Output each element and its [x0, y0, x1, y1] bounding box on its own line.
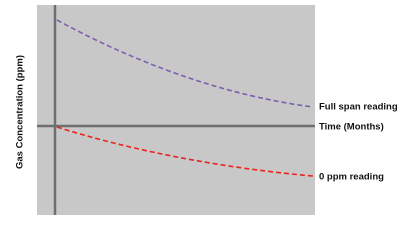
diagram: Full span reading Time (Months) 0 ppm re…	[15, 5, 398, 215]
plot-area	[37, 5, 315, 215]
curve-label: Full span reading	[319, 102, 398, 113]
y-axis-label: Gas Concentration (ppm)	[15, 55, 26, 169]
full-span-curve	[56, 19, 314, 108]
zero-ppm-curve	[56, 126, 314, 177]
x-axis-label: Time (Months)	[319, 122, 384, 133]
curve-label: 0 ppm reading	[319, 172, 384, 183]
